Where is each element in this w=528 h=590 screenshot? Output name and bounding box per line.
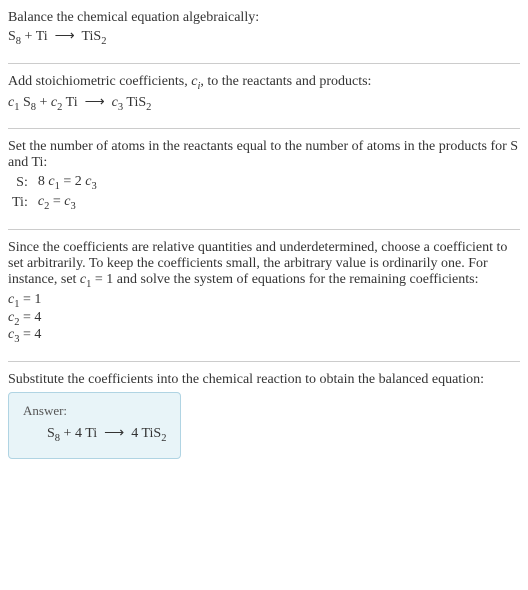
atoms-text: Set the number of atoms in the reactants… [8,139,520,171]
coef-row: c2 = 4 [8,310,520,328]
substitute-text: Substitute the coefficients into the che… [8,372,520,388]
divider [8,128,520,129]
table-row: S: 8 c1 = 2 c3 [8,173,101,193]
section-problem: Balance the chemical equation algebraica… [8,4,520,59]
divider [8,361,520,362]
problem-text: Balance the chemical equation algebraica… [8,10,520,26]
answer-label: Answer: [23,403,166,419]
stoich-text: Add stoichiometric coefficients, ci, to … [8,74,520,92]
section-stoichiometric: Add stoichiometric coefficients, ci, to … [8,68,520,125]
coef-row: c3 = 4 [8,327,520,345]
equation-balanced: S8 + 4 Ti ⟶ 4 TiS2 [23,425,166,444]
divider [8,63,520,64]
answer-box: Answer: S8 + 4 Ti ⟶ 4 TiS2 [8,392,181,459]
table-row: Ti: c2 = c3 [8,193,101,213]
coefficient-list: c1 = 1 c2 = 4 c3 = 4 [8,292,520,345]
section-substitute: Substitute the coefficients into the che… [8,366,520,469]
equation-unbalanced: S8 + Ti ⟶ TiS2 [8,28,520,47]
equation-with-coefs: c1 S8 + c2 Ti ⟶ c3 TiS2 [8,94,520,113]
solve-text: Since the coefficients are relative quan… [8,240,520,290]
atom-equations: S: 8 c1 = 2 c3 Ti: c2 = c3 [8,173,101,213]
section-atoms: Set the number of atoms in the reactants… [8,133,520,225]
section-solve: Since the coefficients are relative quan… [8,234,520,357]
coef-row: c1 = 1 [8,292,520,310]
divider [8,229,520,230]
